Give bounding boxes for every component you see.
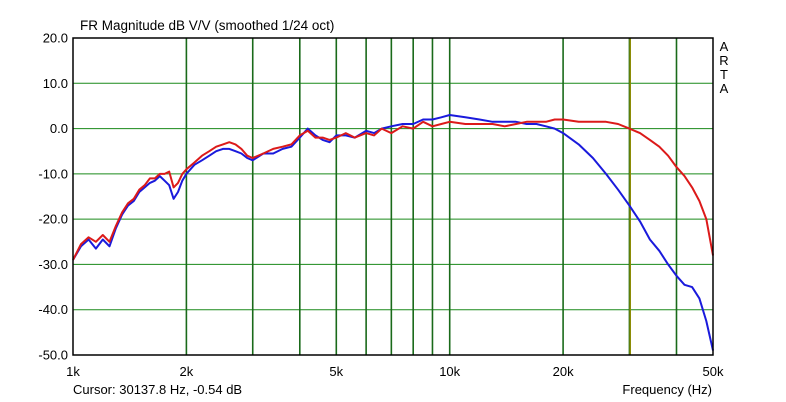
cursor-readout: Cursor: 30137.8 Hz, -0.54 dB: [73, 382, 242, 397]
brand-letter-t: T: [720, 67, 728, 82]
x-tick-label: 1k: [66, 364, 80, 379]
y-tick-label: -40.0: [38, 302, 68, 317]
y-tick-label: 10.0: [43, 76, 68, 91]
y-tick-label: 0.0: [50, 121, 68, 136]
x-tick-label: 50k: [703, 364, 724, 379]
y-tick-labels: 20.0 10.0 0.0 -10.0 -20.0 -30.0 -40.0 -50.0: [38, 31, 68, 363]
x-tick-label: 10k: [439, 364, 460, 379]
series-lines: [72, 114, 714, 351]
chart-title: FR Magnitude dB V/V (smoothed 1/24 oct): [80, 18, 334, 33]
x-tick-label: 2k: [180, 364, 194, 379]
y-tick-label: -50.0: [38, 348, 68, 363]
y-tick-label: -30.0: [38, 257, 68, 272]
y-tick-label: -20.0: [38, 212, 68, 227]
x-tick-label: 20k: [553, 364, 574, 379]
x-tick-labels: 1k 2k 5k 10k 20k 50k: [66, 364, 724, 379]
y-tick-label: -10.0: [38, 166, 68, 181]
x-axis-label: Frequency (Hz): [622, 382, 712, 397]
brand-letter-a1: A: [720, 39, 729, 54]
brand-letter-r: R: [719, 53, 728, 68]
y-tick-label: 20.0: [43, 31, 68, 46]
plot-frame: [72, 37, 714, 356]
series-line-2: [72, 118, 714, 261]
grid: [73, 37, 713, 356]
x-tick-label: 5k: [329, 364, 343, 379]
series-line-1: [72, 114, 714, 351]
brand-letter-a2: A: [720, 81, 729, 96]
plot-area[interactable]: [73, 38, 713, 355]
